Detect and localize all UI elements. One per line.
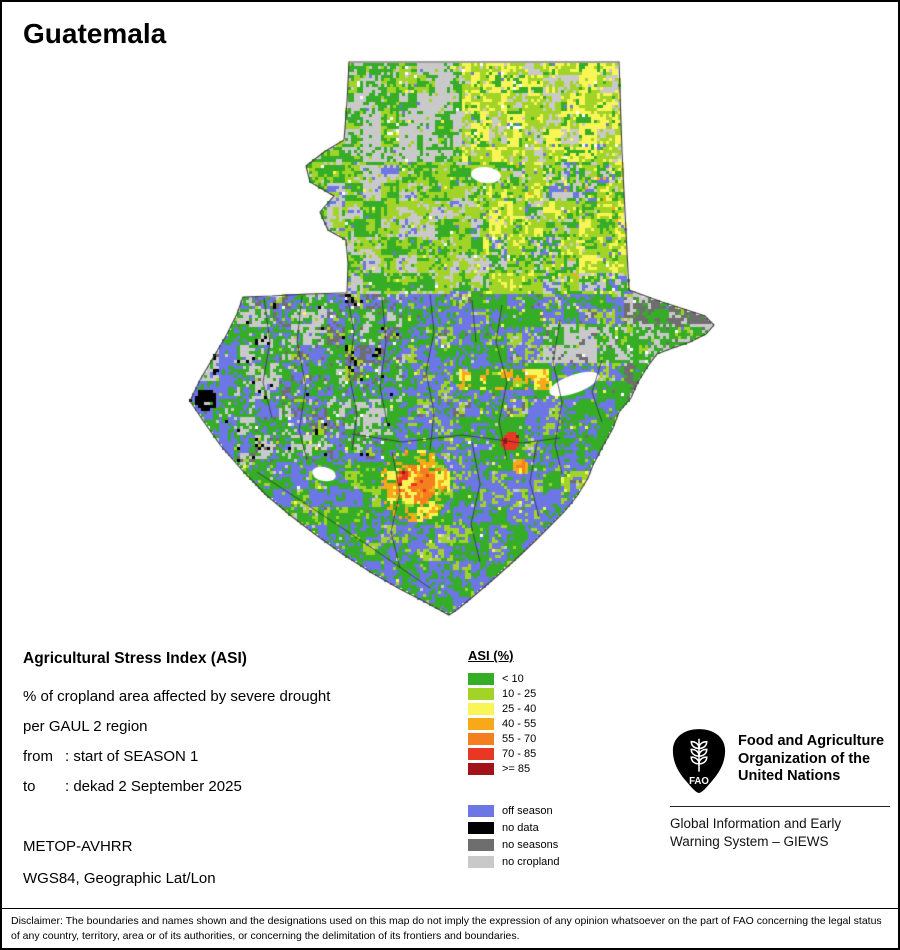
legend-row-no_cropland: no cropland (468, 853, 560, 870)
asi-subtitle-2: per GAUL 2 region (23, 718, 148, 735)
legend-swatch-c55_70 (468, 732, 494, 745)
fao-logo-row: FAO Food and Agriculture Organization of… (670, 728, 890, 794)
legend-label-c70_85: 70 - 85 (502, 747, 537, 760)
legend-swatch-c25_40 (468, 702, 494, 715)
sensor-block: METOP-AVHRR WGS84, Geographic Lat/Lon (23, 838, 216, 902)
fao-divider (670, 806, 890, 807)
asi-subtitle-1: % of cropland area affected by severe dr… (23, 688, 331, 705)
legend-label-c55_70: 55 - 70 (502, 732, 537, 745)
legend-label-no_seasons: no seasons (502, 838, 559, 851)
projection-name: WGS84, Geographic Lat/Lon (23, 870, 216, 887)
legend-row-ge85: >= 85 (468, 761, 560, 776)
legend-label-no_cropland: no cropland (502, 855, 560, 868)
asi-from-line: from : start of SEASON 1 (23, 748, 330, 765)
legend-swatch-no_data (468, 821, 494, 834)
legend-label-c10_25: 10 - 25 (502, 687, 537, 700)
fao-org-name: Food and Agriculture Organization of the… (738, 733, 885, 784)
legend-row-no_seasons: no seasons (468, 836, 560, 853)
legend-row-c70_85: 70 - 85 (468, 746, 560, 761)
legend-swatch-lt10 (468, 672, 494, 685)
fao-logo-icon: FAO (672, 729, 726, 793)
from-label: from (23, 748, 53, 765)
asi-legend: ASI (%) < 10 10 - 25 25 - 40 40 - 55 55 - 70… (468, 648, 560, 870)
to-label: to (23, 778, 36, 795)
legend-label-c40_55: 40 - 55 (502, 717, 537, 730)
disclaimer-text: Disclaimer: The boundaries and names sho… (2, 908, 898, 948)
legend-row-c55_70: 55 - 70 (468, 731, 560, 746)
legend-title: ASI (%) (468, 648, 514, 663)
legend-row-c10_25: 10 - 25 (468, 686, 560, 701)
legend-row-no_data: no data (468, 819, 560, 836)
legend-swatch-ge85 (468, 762, 494, 775)
legend-label-no_data: no data (502, 821, 539, 834)
legend-row-c25_40: 25 - 40 (468, 701, 560, 716)
fao-block: FAO Food and Agriculture Organization of… (670, 728, 890, 851)
fao-logo-text: FAO (689, 776, 709, 787)
from-value: : start of SEASON 1 (65, 748, 199, 765)
legend-swatch-c40_55 (468, 717, 494, 730)
legend-swatch-c70_85 (468, 747, 494, 760)
legend-row-off_season: off season (468, 802, 560, 819)
page-title: Guatemala (23, 18, 167, 49)
legend-swatch-no_cropland (468, 855, 494, 868)
asi-to-line: to : dekad 2 September 2025 (23, 778, 330, 795)
legend-class-list: < 10 10 - 25 25 - 40 40 - 55 55 - 70 70 - 85 >… (468, 671, 560, 776)
giews-label: Global Information and Early Warning Sys… (670, 816, 842, 849)
legend-row-lt10: < 10 (468, 671, 560, 686)
asi-heading: Agricultural Stress Index (ASI) (23, 650, 247, 667)
legend-label-off_season: off season (502, 804, 553, 817)
legend-extra-list: off season no data no seasons no cropland (468, 802, 560, 870)
legend-swatch-no_seasons (468, 838, 494, 851)
legend-row-c40_55: 40 - 55 (468, 716, 560, 731)
legend-label-lt10: < 10 (502, 672, 524, 685)
legend-swatch-c10_25 (468, 687, 494, 700)
legend-label-c25_40: 25 - 40 (502, 702, 537, 715)
sensor-name: METOP-AVHRR (23, 838, 133, 855)
legend-swatch-off_season (468, 804, 494, 817)
asi-info-block: Agricultural Stress Index (ASI) % of cro… (23, 650, 330, 808)
to-value: : dekad 2 September 2025 (65, 778, 242, 795)
legend-label-ge85: >= 85 (502, 762, 531, 775)
